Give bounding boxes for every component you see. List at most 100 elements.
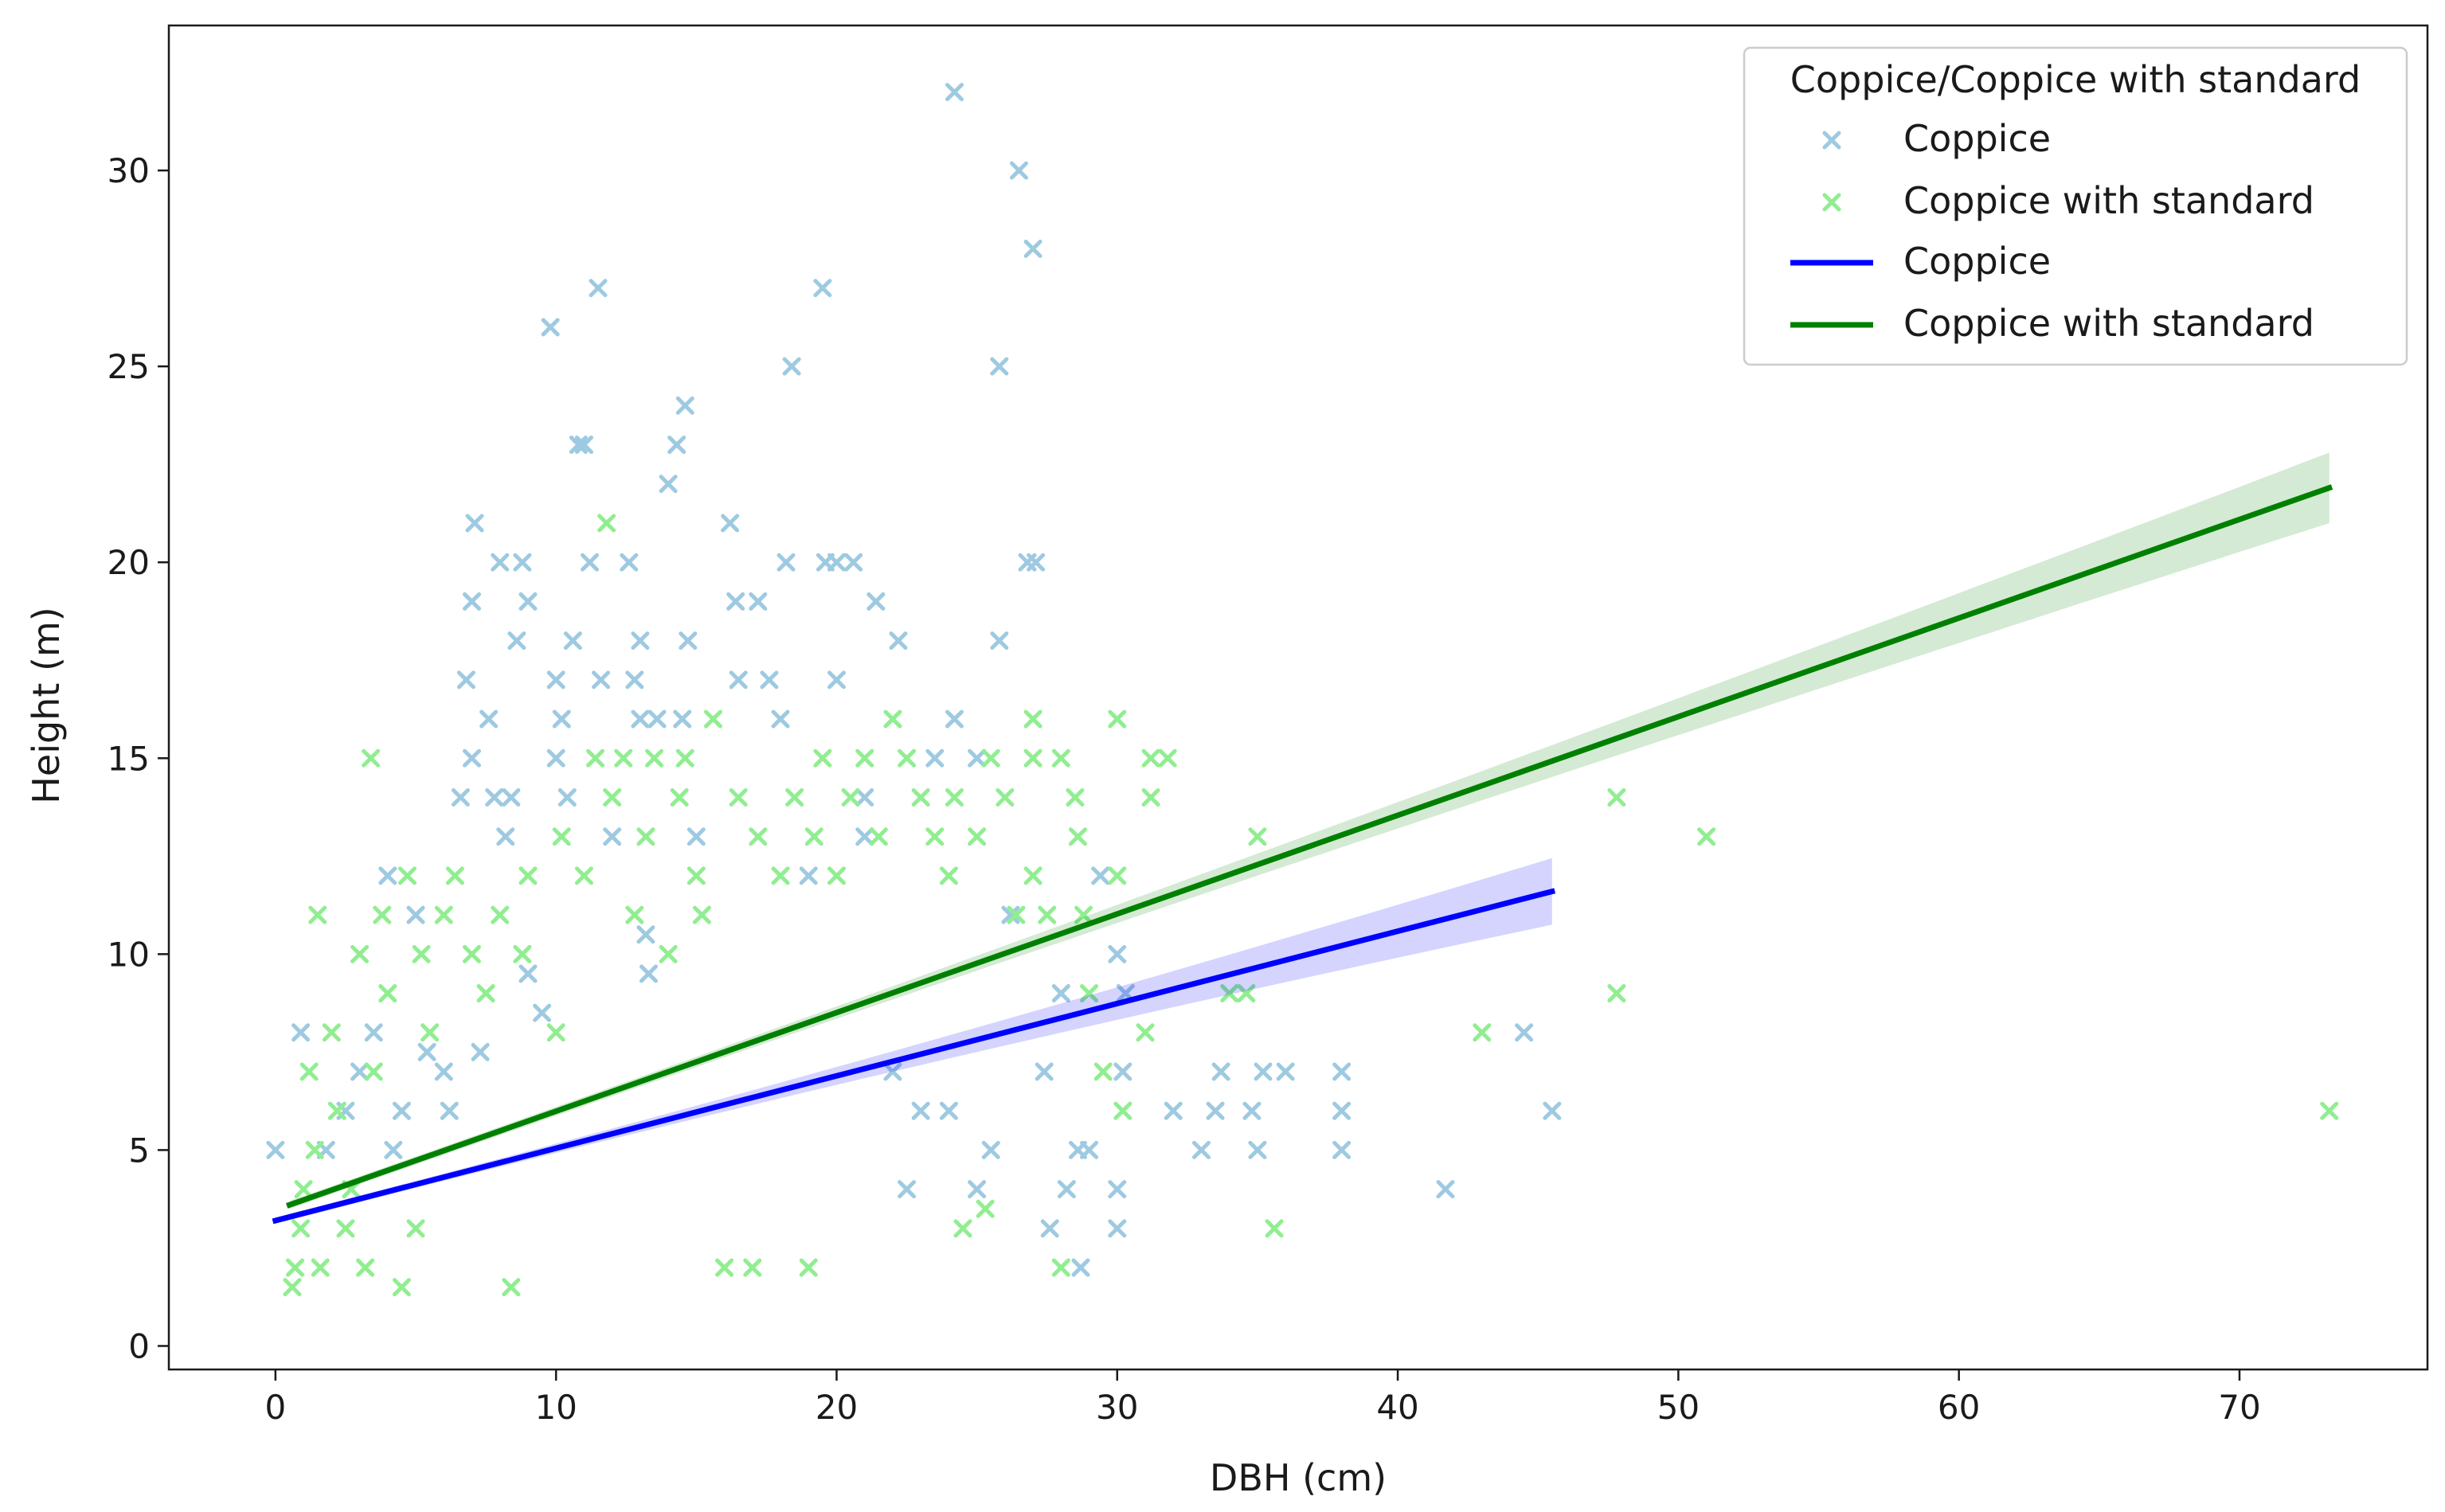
data-point [479, 709, 499, 729]
data-point [552, 709, 571, 729]
data-point [631, 631, 650, 651]
data-point [574, 866, 593, 885]
data-point [996, 787, 1015, 807]
data-point [844, 553, 863, 572]
data-point [518, 592, 538, 611]
data-point [631, 709, 650, 729]
data-point [513, 944, 532, 963]
x-axis-label: DBH (cm) [1210, 1456, 1387, 1499]
data-point [569, 436, 588, 455]
data-point [397, 866, 417, 885]
data-point [1332, 1140, 1352, 1159]
data-point [1108, 709, 1127, 729]
data-point [785, 787, 804, 807]
data-point [1023, 748, 1043, 768]
data-point [1436, 1180, 1455, 1199]
data-point [1108, 1180, 1127, 1199]
data-point [552, 827, 571, 846]
data-point [356, 1258, 375, 1277]
data-point [291, 1219, 311, 1238]
data-point [1164, 1101, 1183, 1120]
data-point [981, 748, 1000, 768]
data-point [1023, 709, 1043, 729]
data-point [1697, 827, 1716, 846]
data-point [726, 592, 745, 611]
data-point [305, 1140, 324, 1159]
x-tick-label: 20 [816, 1388, 858, 1427]
data-point [644, 748, 663, 768]
data-point [968, 1180, 987, 1199]
data-point [1543, 1101, 1562, 1120]
data-point [350, 1062, 370, 1081]
regression-series-1 [286, 452, 2334, 1209]
data-point [898, 1180, 917, 1199]
data-point [541, 318, 560, 337]
data-point [883, 709, 902, 729]
data-point [1001, 905, 1020, 924]
axes-frame [167, 24, 2429, 1371]
data-point [496, 827, 515, 846]
data-point [1108, 866, 1127, 885]
data-point [636, 925, 655, 944]
data-point [434, 905, 453, 924]
y-tick-label: 25 [108, 347, 150, 386]
data-point [925, 827, 945, 846]
data-point [378, 866, 397, 885]
data-point [1515, 1023, 1534, 1042]
scatter-series-1 [283, 514, 2339, 1297]
legend-entry-3: Coppice with standard [1790, 302, 2314, 345]
legend-marker [1822, 193, 1841, 212]
data-point [406, 1219, 425, 1238]
data-point [417, 1042, 436, 1061]
data-point [1027, 553, 1046, 572]
data-point [673, 709, 692, 729]
x-tick-label: 10 [534, 1388, 577, 1427]
data-point [471, 1042, 490, 1061]
data-point [1074, 905, 1093, 924]
scatter-series-0 [266, 83, 1562, 1277]
data-point [855, 748, 874, 768]
data-point [336, 1219, 355, 1238]
data-point [1009, 161, 1028, 180]
legend-box [1743, 46, 2408, 366]
data-point [1220, 984, 1239, 1003]
data-point [945, 709, 964, 729]
data-point [1332, 1101, 1352, 1120]
data-point [813, 748, 832, 768]
data-point [283, 1278, 302, 1297]
data-point [603, 827, 622, 846]
data-point [1080, 1140, 1099, 1159]
data-point [1158, 748, 1177, 768]
data-point [585, 748, 604, 768]
data-point [1191, 1140, 1211, 1159]
data-point [1007, 905, 1026, 924]
data-point [364, 1062, 383, 1081]
data-point [968, 827, 987, 846]
data-point [485, 787, 504, 807]
x-tick-label: 40 [1376, 1388, 1418, 1427]
data-point [465, 514, 484, 533]
data-point [299, 1062, 319, 1081]
legend-label: Coppice with standard [1903, 302, 2314, 345]
data-point [855, 827, 874, 846]
data-point [1080, 984, 1099, 1003]
data-point [981, 1140, 1000, 1159]
y-tick-label: 0 [128, 1326, 150, 1365]
data-point [620, 553, 639, 572]
data-point [1248, 827, 1267, 846]
data-point [687, 866, 706, 885]
data-point [286, 1258, 305, 1277]
data-point [729, 787, 748, 807]
data-point [675, 396, 694, 415]
data-point [1113, 1062, 1133, 1081]
data-point [771, 866, 790, 885]
data-point [322, 1023, 341, 1042]
data-point [462, 944, 481, 963]
data-point [625, 905, 644, 924]
data-point [925, 748, 945, 768]
data-point [976, 1199, 995, 1218]
data-point [1108, 944, 1127, 963]
x-tick-label: 70 [2218, 1388, 2260, 1427]
data-point [939, 1101, 958, 1120]
data-point [1607, 787, 1626, 807]
